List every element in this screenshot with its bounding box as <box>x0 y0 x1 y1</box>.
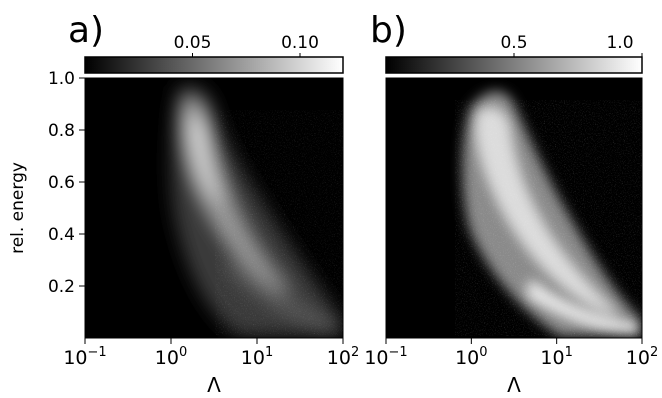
x-tick-label-a-1: 100 <box>155 345 187 369</box>
density-a-ridge <box>190 115 222 204</box>
panel-label-b: b) <box>370 10 407 51</box>
y-tick-label-a-3: 0.8 <box>48 121 75 141</box>
panel-a: a) 0.05 0.10 0.2 0.4 0.6 0.8 1.0 10−1 100 101 10… <box>8 10 359 397</box>
colorbar-a-gradient <box>85 57 343 73</box>
colorbar-tick-label-a-0: 0.05 <box>174 33 212 53</box>
ylabel-a: rel. energy <box>8 162 28 254</box>
xlabel-b: Λ <box>507 373 521 397</box>
colorbar-tick-label-a-1: 0.10 <box>281 33 319 53</box>
panel-b: b) 0.5 1.0 10−1 100 101 102 Λ <box>364 10 658 397</box>
axes-b-frame <box>385 77 643 339</box>
x-tick-label-b-3: 102 <box>626 345 658 369</box>
x-tick-label-a-2: 101 <box>241 345 273 369</box>
heatmap-b-noise <box>455 100 642 336</box>
heatmap-a-noise <box>215 110 343 335</box>
colorbar-tick-label-b-0: 0.5 <box>500 33 527 53</box>
panel-label-a: a) <box>68 10 104 51</box>
axes-a-frame <box>84 77 344 339</box>
colorbar-b: 0.5 1.0 <box>385 33 643 74</box>
y-tick-label-a-4: 1.0 <box>48 69 75 89</box>
x-tick-label-b-1: 100 <box>455 345 487 369</box>
x-tick-label-b-2: 101 <box>540 345 572 369</box>
colorbar-a: 0.05 0.10 <box>84 33 344 74</box>
x-tick-label-b-0: 10−1 <box>364 345 407 369</box>
xlabel-a: Λ <box>207 373 221 397</box>
x-tick-label-a-0: 10−1 <box>63 345 106 369</box>
y-tick-label-a-2: 0.6 <box>48 173 75 193</box>
density-a-core <box>181 99 290 294</box>
y-tick-label-a-0: 0.2 <box>48 277 75 297</box>
colorbar-a-frame <box>84 56 344 74</box>
colorbar-tick-label-b-1: 1.0 <box>606 33 633 53</box>
y-tick-label-a-1: 0.4 <box>48 225 75 245</box>
heatmap-a <box>85 78 343 338</box>
x-tick-label-a-3: 102 <box>327 345 359 369</box>
heatmap-b <box>386 78 642 338</box>
colorbar-b-gradient <box>386 57 642 73</box>
